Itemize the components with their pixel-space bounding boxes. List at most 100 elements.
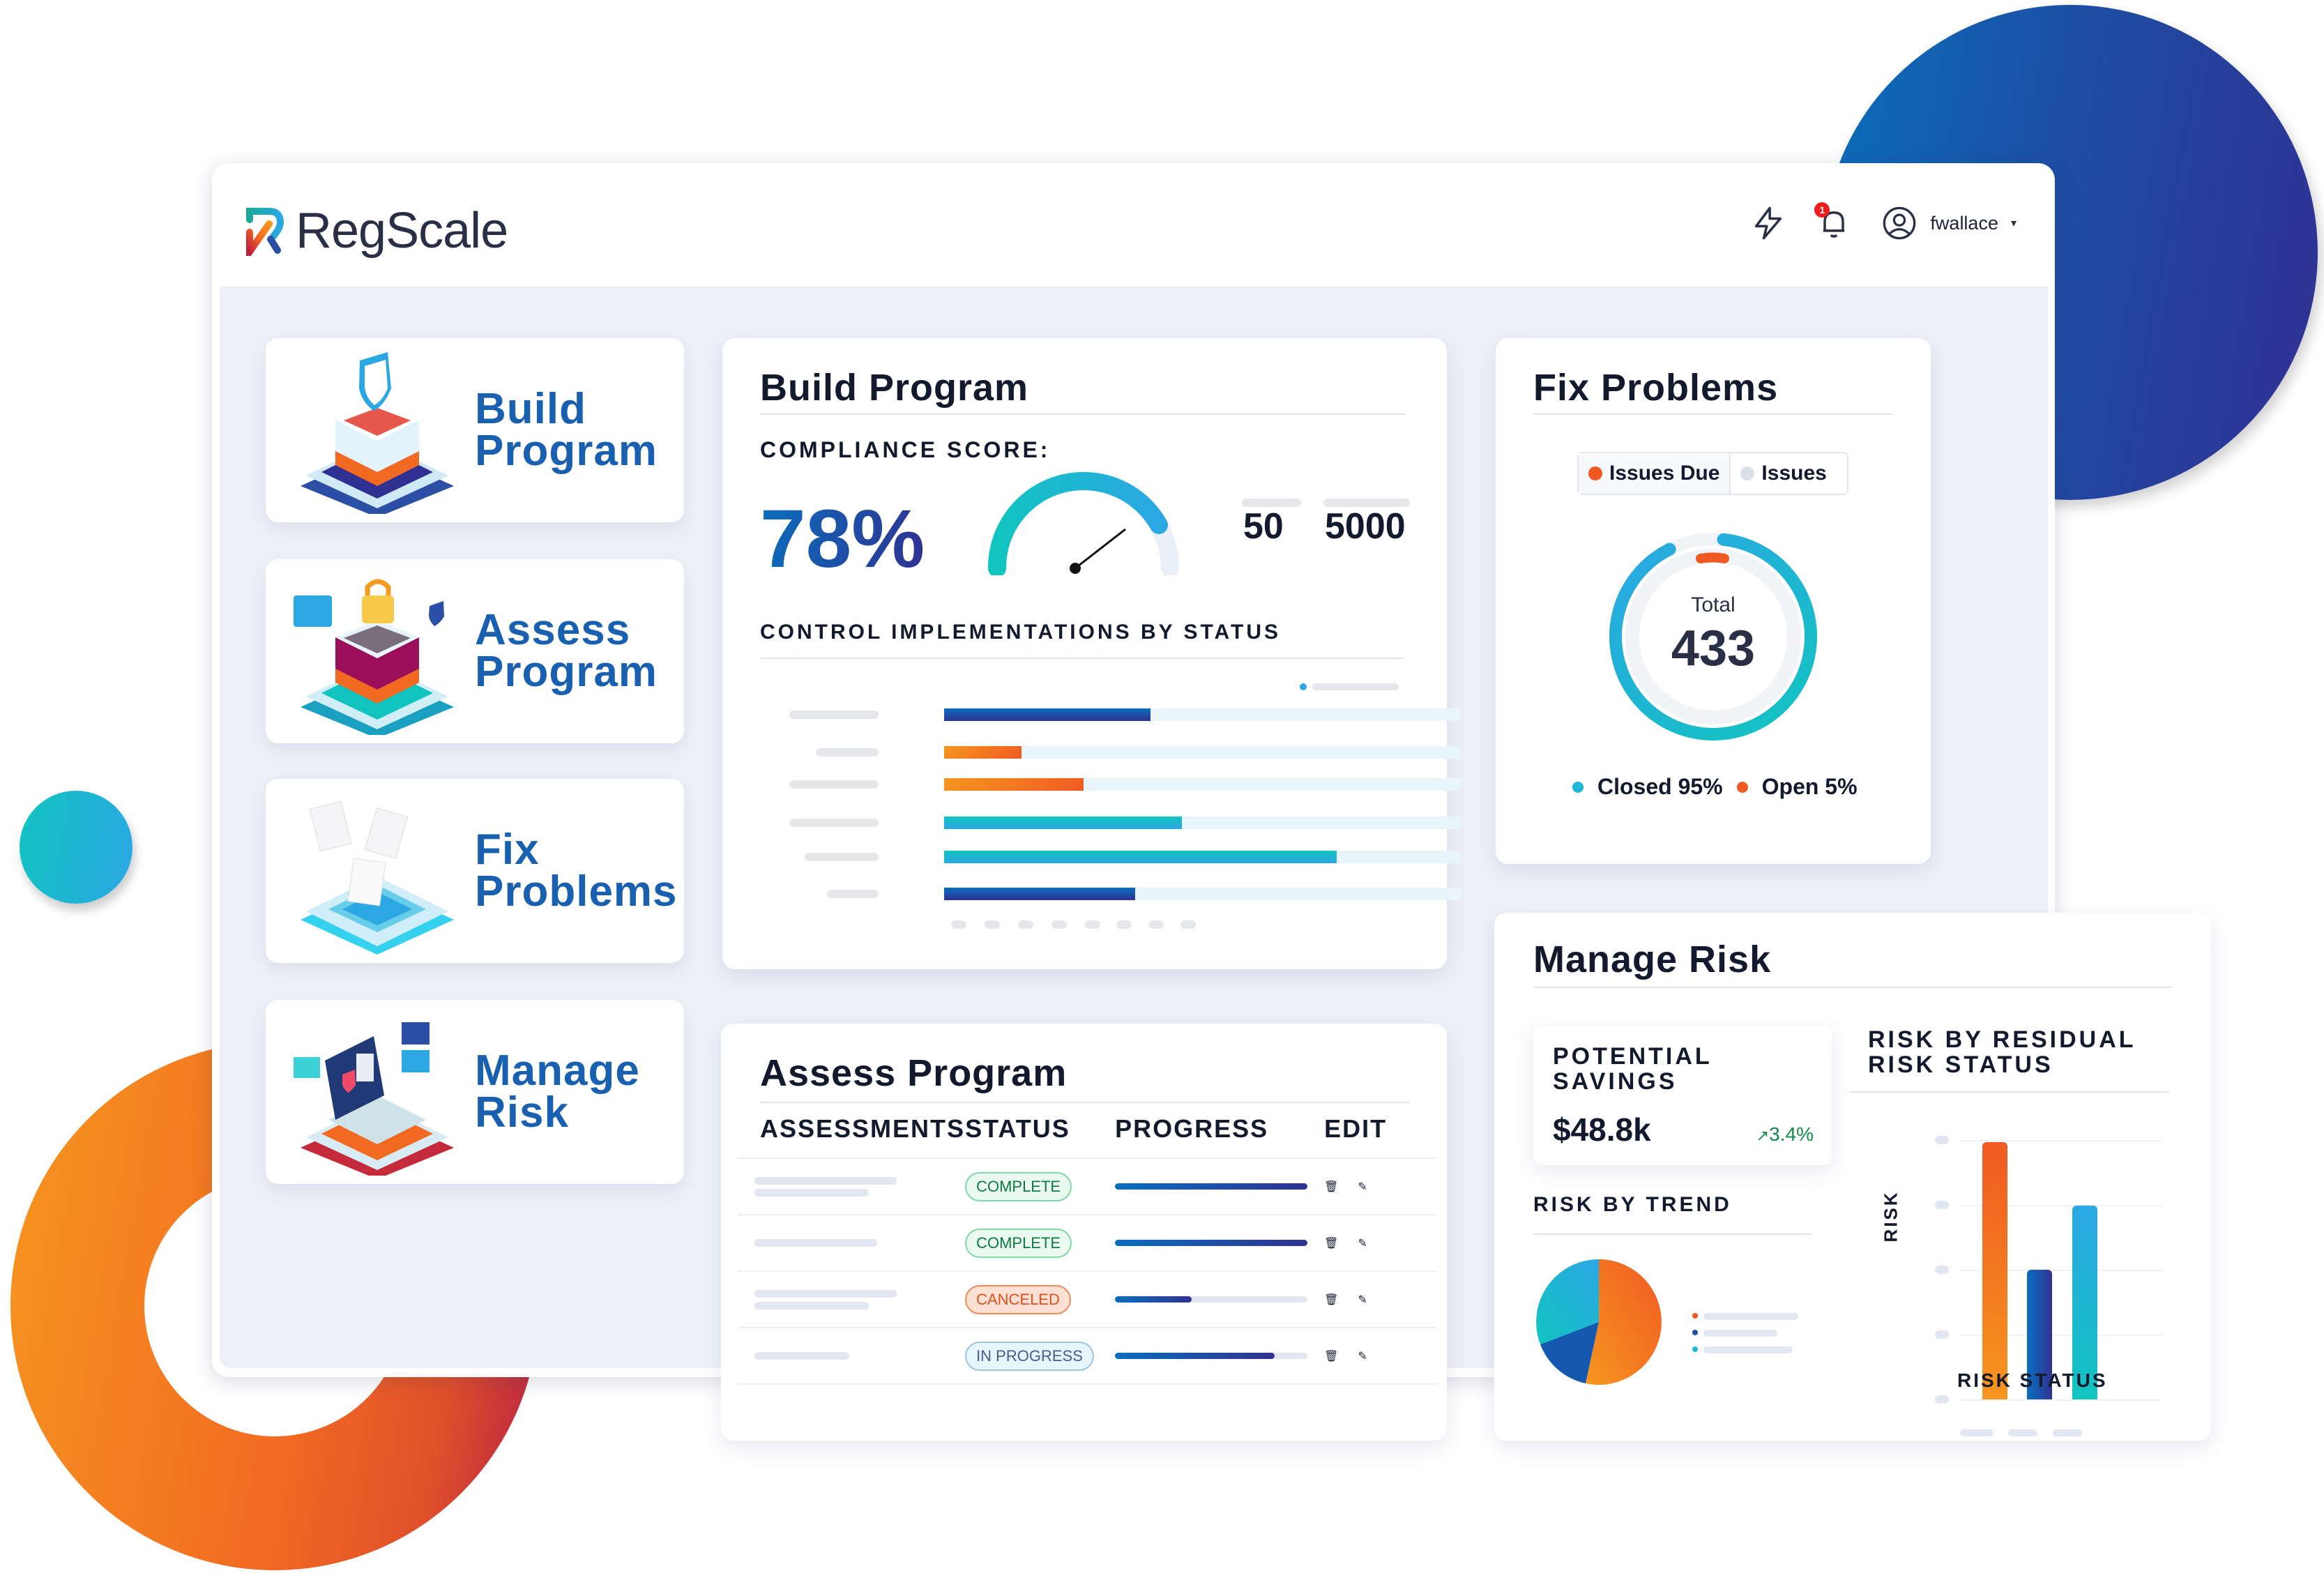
- notification-badge: 1: [1814, 202, 1830, 218]
- trash-icon[interactable]: 🗑: [1324, 1293, 1339, 1306]
- trash-icon[interactable]: 🗑: [1324, 1237, 1339, 1250]
- issues-toggle: Issues Due Issues: [1577, 452, 1848, 495]
- bar-row: [785, 708, 1461, 721]
- username: fwallace: [1930, 212, 1998, 234]
- nav-card-assess-program[interactable]: Assess Program: [266, 559, 684, 743]
- bar-row: [785, 888, 1461, 900]
- control-implementations-chart: [785, 683, 1461, 941]
- total-value: 433: [1671, 621, 1756, 676]
- compliance-score-label: COMPLIANCE SCORE:: [760, 437, 1051, 462]
- progress-bar: [1115, 1296, 1308, 1303]
- divider: [760, 658, 1404, 659]
- pencil-icon[interactable]: ✎: [1358, 1293, 1367, 1306]
- stat-value-2: 5000: [1325, 506, 1406, 547]
- regscale-logo-icon: [246, 208, 284, 256]
- trash-icon[interactable]: 🗑: [1324, 1350, 1339, 1362]
- col-status[interactable]: STATUS: [965, 1114, 1070, 1143]
- divider: [760, 413, 1406, 415]
- risk-bar: [2027, 1270, 2052, 1399]
- risk-by-trend-pie-chart: [1536, 1259, 1662, 1385]
- manage-risk-card: Manage Risk POTENTIAL SAVINGS $48.8k ↗3.4…: [1494, 913, 2211, 1441]
- savings-value: $48.8k: [1553, 1111, 1651, 1148]
- user-menu[interactable]: fwallace ▾: [1881, 205, 2017, 241]
- compliance-score-value: 78%: [760, 493, 925, 585]
- col-assessments[interactable]: ASSESSMENTS: [760, 1114, 966, 1143]
- notifications-bell[interactable]: 1: [1814, 202, 1852, 241]
- brand-logo[interactable]: RegScale: [245, 202, 508, 259]
- stat-label-placeholder: [1242, 499, 1301, 507]
- pencil-icon[interactable]: ✎: [1358, 1237, 1367, 1250]
- brand-name: RegScale: [296, 203, 508, 259]
- divider: [1850, 1091, 2169, 1093]
- trash-icon[interactable]: 🗑: [1324, 1180, 1339, 1193]
- gray-dot-icon: [1740, 466, 1755, 480]
- stat-value-1: 50: [1243, 506, 1284, 547]
- bar-row: [785, 746, 1461, 759]
- nav-card-label: Assess Program: [475, 606, 658, 696]
- top-header: RegScale 1 fwallace ▾: [212, 163, 2055, 287]
- divider: [1533, 413, 1893, 415]
- build-program-illustration-icon: [301, 352, 454, 514]
- bell-icon: [1823, 211, 1845, 238]
- manage-risk-illustration-icon: [294, 1022, 454, 1176]
- card-title: Manage Risk: [1533, 939, 1772, 980]
- nav-card-fix-problems[interactable]: Fix Problems: [266, 779, 684, 963]
- divider: [760, 1102, 1410, 1103]
- y-axis-label: RISK: [1880, 1190, 1901, 1243]
- nav-card-label: Build Program: [475, 385, 658, 475]
- fix-problems-card: Fix Problems Issues Due Issues Total 433…: [1496, 338, 1931, 864]
- header-actions: 1 fwallace ▾: [1750, 202, 2017, 241]
- col-progress[interactable]: PROGRESS: [1115, 1114, 1269, 1143]
- progress-bar: [1115, 1183, 1308, 1190]
- pencil-icon[interactable]: ✎: [1358, 1180, 1367, 1193]
- toggle-issues[interactable]: Issues: [1731, 453, 1836, 494]
- assess-program-illustration-icon: [294, 579, 454, 735]
- assess-program-card: Assess Program ASSESSMENTS STATUS PROGRE…: [721, 1024, 1447, 1441]
- x-axis-label: RISK STATUS: [1957, 1369, 2108, 1391]
- lightning-icon[interactable]: [1750, 205, 1786, 241]
- bar-row: [785, 778, 1461, 791]
- col-edit: EDIT: [1324, 1114, 1388, 1143]
- nav-card-build-program[interactable]: Build Program: [266, 338, 684, 522]
- issues-legend: Closed 95% Open 5%: [1572, 774, 1858, 800]
- card-title: Fix Problems: [1533, 367, 1779, 409]
- residual-risk-label: RISK BY RESIDUAL RISK STATUS: [1868, 1026, 2136, 1078]
- fix-problems-illustration-icon: [301, 800, 454, 955]
- open-dot-icon: [1736, 781, 1748, 793]
- potential-savings-tile: POTENTIAL SAVINGS $48.8k ↗3.4%: [1533, 1026, 1832, 1165]
- pencil-icon[interactable]: ✎: [1358, 1350, 1367, 1362]
- stat-label-placeholder: [1323, 499, 1410, 507]
- closed-dot-icon: [1572, 781, 1583, 793]
- user-circle-icon: [1883, 206, 1916, 240]
- card-title: Build Program: [760, 367, 1029, 409]
- risk-bar: [2072, 1206, 2097, 1399]
- toggle-issues-due[interactable]: Issues Due: [1579, 453, 1731, 494]
- nav-card-manage-risk[interactable]: Manage Risk: [266, 1000, 684, 1184]
- legend-label-placeholder: [1312, 683, 1399, 690]
- gauge-needle-hub: [1070, 563, 1081, 574]
- compliance-gauge: [987, 471, 1179, 575]
- table-row[interactable]: IN PROGRESS 🗑 ✎: [738, 1327, 1437, 1384]
- status-badge: CANCELED: [965, 1284, 1071, 1314]
- trend-up-icon: ↗: [1756, 1127, 1770, 1144]
- bar-row: [785, 851, 1461, 863]
- nav-card-label: Manage Risk: [475, 1047, 640, 1137]
- savings-label: POTENTIAL SAVINGS: [1553, 1043, 1712, 1095]
- table-row[interactable]: CANCELED 🗑 ✎: [738, 1270, 1437, 1328]
- card-title: Assess Program: [760, 1052, 1068, 1094]
- status-badge: IN PROGRESS: [965, 1341, 1094, 1371]
- x-tick-placeholder: [2053, 1429, 2082, 1436]
- assessments-table: ASSESSMENTS STATUS PROGRESS EDIT COMPLET…: [738, 1114, 1437, 1385]
- controls-chart-title: CONTROL IMPLEMENTATIONS BY STATUS: [760, 621, 1281, 644]
- progress-bar: [1115, 1240, 1308, 1246]
- build-program-card: Build Program COMPLIANCE SCORE: 78% 50 5…: [722, 338, 1461, 969]
- bar-row: [785, 817, 1461, 829]
- status-badge: COMPLETE: [965, 1171, 1072, 1201]
- risk-bar: [1982, 1142, 2007, 1399]
- x-tick-placeholder: [2008, 1429, 2037, 1436]
- legend-dot: [1300, 683, 1307, 690]
- residual-risk-bar-chart: RISK: [1871, 1122, 2178, 1415]
- table-row[interactable]: COMPLETE 🗑 ✎: [738, 1214, 1437, 1271]
- decorative-teal-dot: [20, 791, 132, 904]
- table-row[interactable]: COMPLETE 🗑 ✎: [738, 1157, 1437, 1215]
